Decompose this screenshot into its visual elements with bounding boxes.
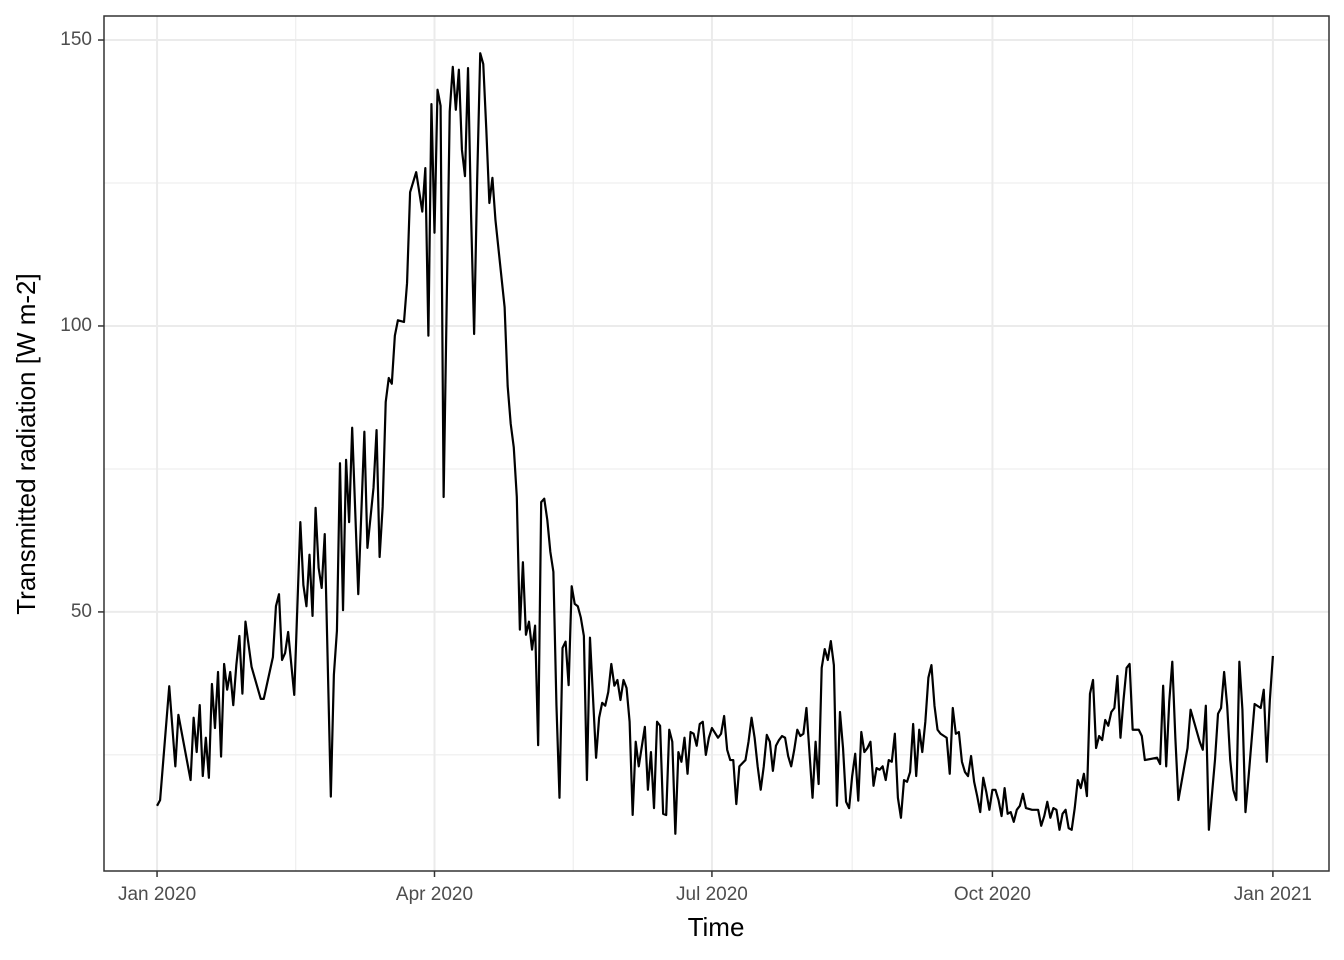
x-tick-label: Jul 2020: [676, 884, 748, 905]
data-line: [156, 52, 1274, 835]
x-tick-label: Oct 2020: [954, 884, 1031, 905]
y-tick-label: 50: [71, 601, 92, 622]
y-tick-label: 150: [60, 29, 92, 50]
panel-border: [103, 15, 1330, 872]
y-tick-label: 100: [60, 315, 92, 336]
x-axis-title: Time: [688, 912, 745, 942]
x-tick-label: Jan 2020: [118, 884, 196, 905]
x-tick-label: Apr 2020: [396, 884, 473, 905]
y-axis-title: Transmitted radiation [W m-2]: [11, 273, 41, 614]
x-tick-label: Jan 2021: [1234, 884, 1312, 905]
